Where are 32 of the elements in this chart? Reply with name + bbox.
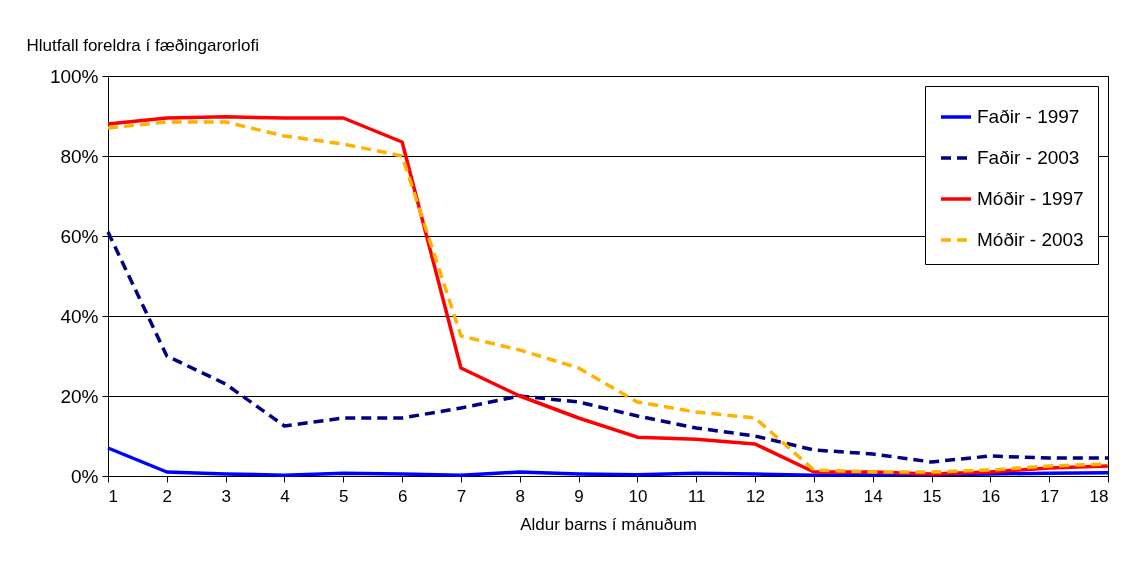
x-tick-label: 10 bbox=[628, 486, 648, 506]
legend-label: Móðir - 2003 bbox=[977, 229, 1084, 250]
line-series bbox=[106, 446, 1110, 477]
y-tick-label: 80% bbox=[60, 145, 99, 167]
x-tick-label: 12 bbox=[746, 486, 766, 506]
x-tick-label: 1 bbox=[108, 486, 118, 506]
x-tick-label: 6 bbox=[397, 486, 408, 506]
x-tick-label: 15 bbox=[922, 486, 942, 506]
y-tick-label: 0% bbox=[71, 465, 99, 487]
x-tick-label: 18 bbox=[1089, 486, 1109, 506]
x-tick-label: 14 bbox=[863, 486, 883, 506]
x-tick-label: 13 bbox=[804, 486, 824, 506]
legend-label: Faðir - 1997 bbox=[977, 106, 1080, 127]
y-tick-label: 40% bbox=[60, 305, 99, 327]
x-tick-label: 9 bbox=[574, 486, 584, 506]
legend-label: Faðir - 2003 bbox=[977, 147, 1080, 168]
legend-label: Móðir - 1997 bbox=[977, 188, 1084, 209]
x-tick-label: 2 bbox=[162, 486, 173, 506]
x-tick-label: 4 bbox=[280, 486, 290, 506]
x-tick-label: 17 bbox=[1040, 486, 1060, 506]
x-tick-label: 11 bbox=[687, 486, 706, 506]
x-axis-title: Aldur barns í mánuðum bbox=[520, 514, 697, 534]
y-tick-label: 60% bbox=[60, 225, 99, 247]
x-tick-label: 5 bbox=[339, 486, 349, 506]
y-axis-title: Hlutfall foreldra í fæðingarorlofi bbox=[26, 35, 259, 55]
line-series bbox=[106, 230, 1110, 464]
x-tick-label: 7 bbox=[456, 486, 467, 506]
y-tick-label: 20% bbox=[60, 385, 99, 407]
x-tick-label: 16 bbox=[981, 486, 1001, 506]
y-tick-label: 100% bbox=[49, 65, 99, 87]
x-tick-label: 3 bbox=[221, 486, 231, 506]
x-tick-label: 8 bbox=[515, 486, 525, 506]
